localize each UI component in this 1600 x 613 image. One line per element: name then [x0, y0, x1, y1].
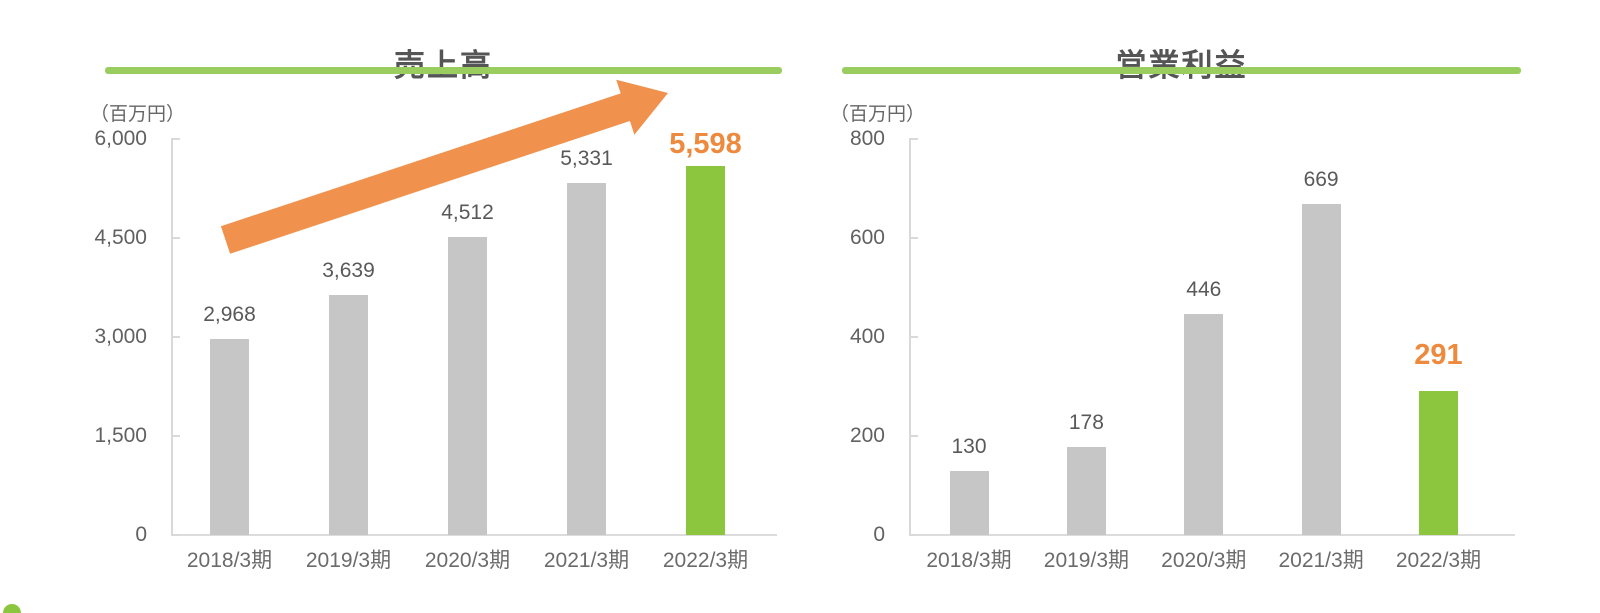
revenue-unit-label: （百万円）: [90, 104, 186, 125]
bar-2021/3期: [1301, 203, 1341, 535]
y-tick-label: 600: [849, 226, 885, 249]
y-tick-mark: [171, 336, 180, 338]
corner-dot-decoration: [3, 604, 21, 613]
y-tick-label: 800: [849, 127, 885, 150]
revenue-chart-title: 売上高: [394, 47, 493, 83]
y-tick-mark: [171, 138, 180, 140]
bar-2022/3期: [1419, 390, 1458, 535]
value-label-2021/3期: 5,331: [560, 147, 613, 171]
y-tick-label: 400: [849, 325, 885, 348]
x-axis-baseline: [909, 534, 1515, 536]
value-label-2019/3期: 3,639: [322, 258, 375, 282]
y-tick-label: 6,000: [94, 127, 147, 150]
operating-profit-chart-title: 営業利益: [1115, 47, 1248, 83]
y-tick-mark: [171, 435, 180, 437]
revenue-chart-panel: 売上高 （百万円） 6,000 4,500 3,000 1,500 0 2,968 2018…: [90, 0, 800, 613]
category-label-2018/3期: 2018/3期: [186, 549, 273, 572]
y-tick-mark: [171, 237, 180, 239]
value-label-2019/3期: 178: [1068, 410, 1104, 434]
category-label-2022/3期: 2022/3期: [1395, 549, 1482, 572]
y-tick-mark: [909, 435, 918, 437]
y-tick-mark: [909, 336, 918, 338]
category-label-2018/3期: 2018/3期: [926, 549, 1012, 572]
category-label-2020/3期: 2020/3期: [1161, 549, 1247, 572]
bar-2020/3期: [1184, 314, 1224, 535]
y-tick-label: 200: [849, 424, 885, 447]
bar-2022/3期: [686, 165, 725, 535]
value-label-2018/3期: 130: [951, 434, 987, 458]
category-label-2022/3期: 2022/3期: [662, 549, 749, 572]
bar-2018/3期: [949, 470, 989, 535]
y-tick-label: 3,000: [94, 325, 147, 348]
category-label-2019/3期: 2019/3期: [1043, 549, 1129, 572]
operating-profit-title-underline-bar: [842, 67, 1521, 74]
bar-2019/3期: [329, 294, 368, 535]
y-tick-mark: [909, 138, 918, 140]
y-tick-mark: [909, 237, 918, 239]
y-tick-label: 1,500: [94, 424, 147, 447]
bar-2018/3期: [210, 339, 249, 535]
value-label-2022/3期: 5,598: [669, 127, 742, 160]
category-label-2020/3期: 2020/3期: [424, 549, 511, 572]
category-label-2021/3期: 2021/3期: [1278, 549, 1364, 572]
bar-2020/3期: [448, 237, 487, 535]
category-label-2021/3期: 2021/3期: [543, 549, 630, 572]
y-tick-mark: [909, 534, 918, 536]
y-tick-label: 0: [873, 523, 885, 546]
value-label-2022/3期: 291: [1414, 338, 1463, 371]
value-label-2021/3期: 669: [1303, 167, 1339, 191]
category-label-2019/3期: 2019/3期: [305, 549, 392, 572]
value-label-2018/3期: 2,968: [203, 303, 256, 327]
bar-2019/3期: [1066, 446, 1106, 535]
operating-profit-unit-label: （百万円）: [830, 104, 926, 125]
value-label-2020/3期: 4,512: [441, 201, 494, 225]
value-label-2020/3期: 446: [1186, 278, 1222, 302]
x-axis-baseline: [171, 534, 777, 536]
operating-profit-chart-panel: 営業利益 （百万円） 800 600 400 200 0 130 2018/3期 178 201…: [815, 0, 1535, 613]
y-tick-label: 4,500: [94, 226, 147, 249]
y-tick-label: 0: [135, 523, 147, 546]
revenue-title-underline-bar: [105, 67, 782, 74]
bar-2021/3期: [567, 183, 606, 535]
y-tick-mark: [171, 534, 180, 536]
